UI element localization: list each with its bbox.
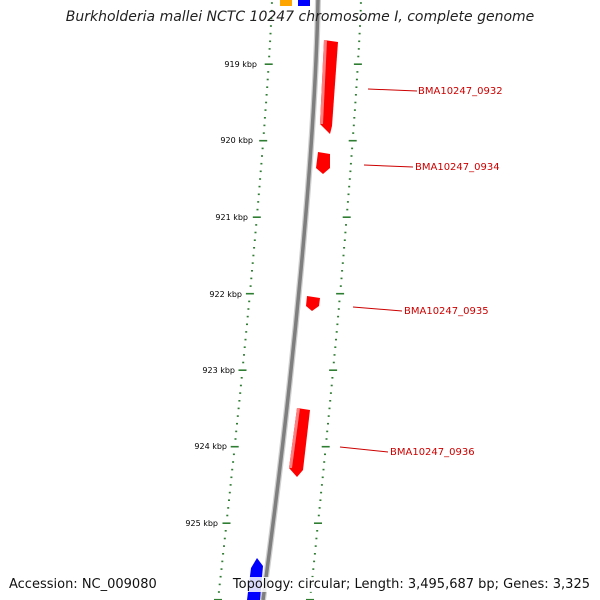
gene-blue-partial-top[interactable] xyxy=(298,0,310,6)
label-leader-0932 xyxy=(367,88,418,92)
outer-tick-track xyxy=(306,2,362,600)
gene-bma10247-0934[interactable] xyxy=(316,152,330,174)
gene-bma10247-0935[interactable] xyxy=(306,296,320,311)
scale-label-923kbp: 923 kbp xyxy=(202,366,235,375)
scale-label-922kbp: 922 kbp xyxy=(209,290,242,299)
gene-bma10247-0932-shade xyxy=(320,40,327,124)
chromosome-backbone-core xyxy=(261,0,320,600)
scale-label-920kbp: 920 kbp xyxy=(220,136,253,145)
inner-tick-track xyxy=(214,2,273,600)
label-leader-0936 xyxy=(339,446,389,453)
scale-label-919kbp: 919 kbp xyxy=(224,60,257,69)
topology-text: Topology: circular; Length: 3,495,687 bp… xyxy=(230,577,592,592)
gene-label-0934[interactable]: BMA10247_0934 xyxy=(415,162,500,173)
map-title: Burkholderia mallei NCTC 10247 chromosom… xyxy=(65,9,535,25)
scale-label-924kbp: 924 kbp xyxy=(194,442,227,451)
gene-label-0932[interactable]: BMA10247_0932 xyxy=(418,86,503,97)
gene-orange-partial[interactable] xyxy=(280,0,292,6)
gene-label-0936[interactable]: BMA10247_0936 xyxy=(390,447,475,458)
gene-bma10247-0936-shade xyxy=(289,408,300,468)
gene-bma10247-0936[interactable] xyxy=(289,408,310,477)
label-leader-0935 xyxy=(352,306,403,312)
scale-label-921kbp: 921 kbp xyxy=(215,213,248,222)
accession-text: Accession: NC_009080 xyxy=(7,577,159,592)
scale-label-925kbp: 925 kbp xyxy=(185,519,218,528)
gene-label-0935[interactable]: BMA10247_0935 xyxy=(404,306,489,317)
label-leader-0934 xyxy=(363,164,414,168)
